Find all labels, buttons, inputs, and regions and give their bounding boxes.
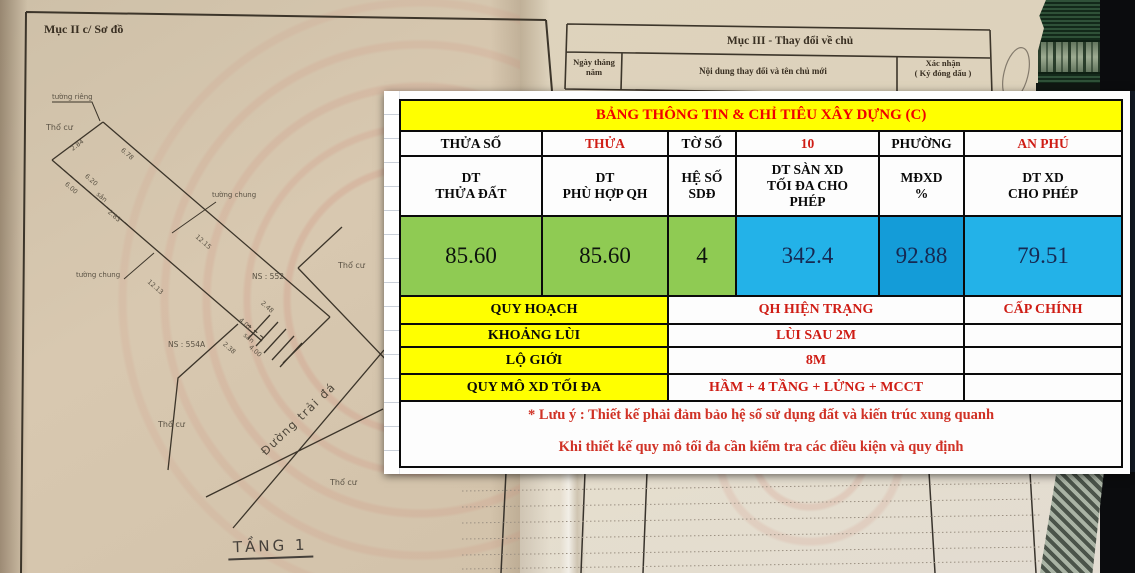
green-book-edge [1038,0,1104,88]
col-header-dt-xd-cho-phep: DT XD CHO PHÉP [962,155,1124,217]
thua-so-value: THỬA [541,130,669,157]
quy-mo-label: QUY MÔ XD TỐI ĐA [399,373,669,402]
col-header-dt-san-xd: DT SÀN XD TỐI ĐA CHO PHÉP [735,155,880,217]
col-header-mdxd: MĐXD % [878,155,965,217]
col-header-dt-thua-dat: DT THỬA ĐẤT [399,155,543,217]
spreadsheet-margin [384,91,400,474]
residential-label: Thổ cư [158,420,185,429]
muc2-section-label: Mục II c/ Sơ đồ [44,22,124,36]
muc3-col-confirm: Xác nhận ( Ký đóng dấu ) [914,58,972,78]
phuong-label: PHƯỜNG [878,130,965,157]
muc3-title: Mục III - Thay đổi về chủ [726,35,854,47]
thua-so-label: THỬA SỐ [399,130,543,157]
quy-hoach-value2: CẤP CHÍNH [962,295,1124,325]
house-554a-label: NS : 554A [168,340,206,349]
ornament-band [1038,40,1104,74]
value-dt-thua-dat: 85.60 [399,215,543,297]
value-mdxd: 92.88 [878,215,965,297]
muc3-col-content: Nội dung thay đổi và tên chủ mới [699,66,827,76]
table-title: BẢNG THÔNG TIN & CHỈ TIÊU XÂY DỰNG (C) [398,99,1124,132]
lo-gioi-value: 8M [667,346,965,375]
note-line-2: Khi thiết kế quy mô tối đa cần kiểm tra … [398,429,1124,468]
residential-label: Thổ cư [338,261,365,270]
phuong-value: AN PHÚ [962,130,1124,157]
quy-mo-value: HẦM + 4 TẦNG + LỬNG + MCCT [667,373,965,402]
building-info-sheet: BẢNG THÔNG TIN & CHỈ TIÊU XÂY DỰNG (C) T… [384,91,1130,474]
to-so-label: TỜ SỐ [667,130,737,157]
wall-shared-label: tường chung [212,191,257,199]
col-header-dt-phu-hop-qh: DT PHÙ HỢP QH [541,155,669,217]
value-dt-phu-hop-qh: 85.60 [541,215,669,297]
wall-shared-label: tường chung [76,271,121,279]
value-dt-xd-cho-phep: 79.51 [962,215,1124,297]
khoang-lui-label: KHOẢNG LÙI [399,323,669,348]
empty-cell [962,346,1124,375]
muc3-col-date: Ngày tháng năm [573,57,615,77]
building-info-table: BẢNG THÔNG TIN & CHỈ TIÊU XÂY DỰNG (C) T… [398,99,1124,468]
note-line-1: * Lưu ý : Thiết kế phải đảm bảo hệ số sử… [398,400,1124,429]
quy-hoach-value: QH HIỆN TRẠNG [667,295,965,325]
empty-cell [962,373,1124,402]
khoang-lui-value: LÙI SAU 2M [667,323,965,348]
wall-private-label: tường riêng [52,93,93,101]
col-header-he-so-sdd: HỆ SỐ SDĐ [667,155,737,217]
house-552-label: NS : 552 [252,272,284,281]
to-so-value: 10 [735,130,880,157]
residential-label: Thổ cư [46,123,73,132]
dark-gap [1036,83,1135,93]
value-dt-san-xd: 342.4 [735,215,880,297]
floor-1-label: TẦNG 1 [227,535,313,561]
lo-gioi-label: LỘ GIỚI [399,346,669,375]
dark-edge-beside-table [1128,91,1135,472]
empty-cell [962,323,1124,348]
residential-label: Thổ cư [330,478,357,487]
value-he-so-sdd: 4 [667,215,737,297]
quy-hoach-label: QUY HOẠCH [399,295,669,325]
